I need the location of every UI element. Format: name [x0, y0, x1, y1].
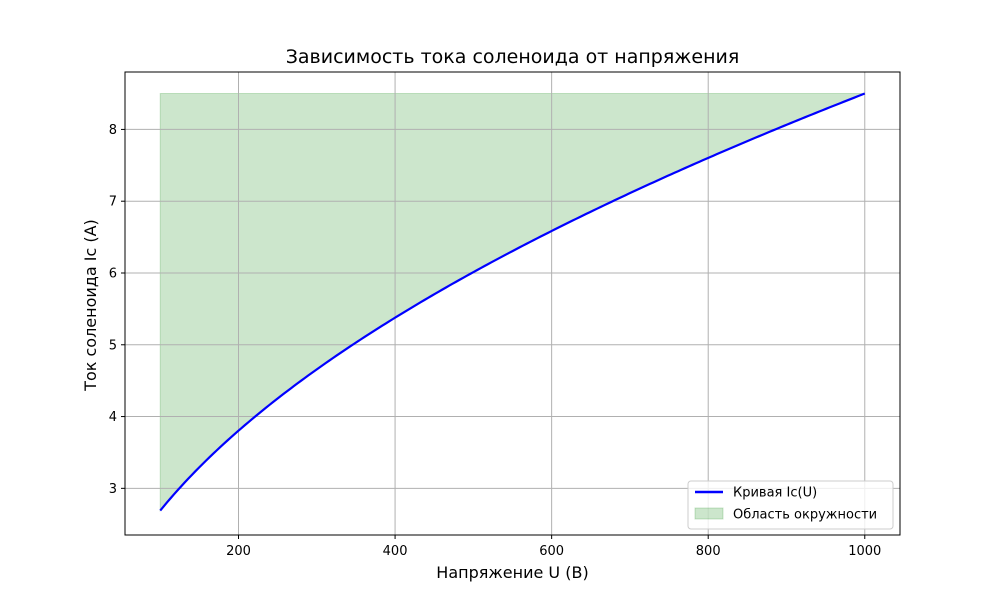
- chart-title: Зависимость тока соленоида от напряжения: [286, 46, 740, 68]
- plot-frame: [124, 71, 901, 536]
- x-tick-label: 600: [539, 544, 564, 559]
- y-tick-label: 4: [109, 410, 117, 425]
- y-axis-ticks: 3 4 5 6 7 8: [109, 123, 125, 497]
- y-tick-label: 3: [109, 482, 117, 497]
- y-tick-label: 5: [109, 338, 117, 353]
- legend-fill-swatch: [694, 507, 724, 520]
- x-axis-label: Напряжение U (В): [436, 563, 588, 582]
- legend-entry-fill: Область окружности: [733, 508, 877, 523]
- series-layer: [159, 92, 866, 512]
- x-tick-label: 400: [383, 544, 408, 559]
- y-axis-label: Ток соленоида Ic (A): [81, 219, 100, 392]
- x-tick-label: 1000: [848, 544, 881, 559]
- legend: Кривая Ic(U) Область окружности: [687, 480, 894, 530]
- series-line-ic: [159, 92, 866, 512]
- x-axis-ticks: 200 400 600 800 1000: [226, 535, 881, 559]
- x-tick-label: 200: [226, 544, 251, 559]
- legend-box: [687, 480, 894, 530]
- x-tick-label: 800: [696, 544, 721, 559]
- y-tick-label: 6: [109, 266, 117, 281]
- y-tick-label: 7: [109, 195, 117, 210]
- legend-entry-curve: Кривая Ic(U): [733, 486, 817, 501]
- y-tick-label: 8: [109, 123, 117, 138]
